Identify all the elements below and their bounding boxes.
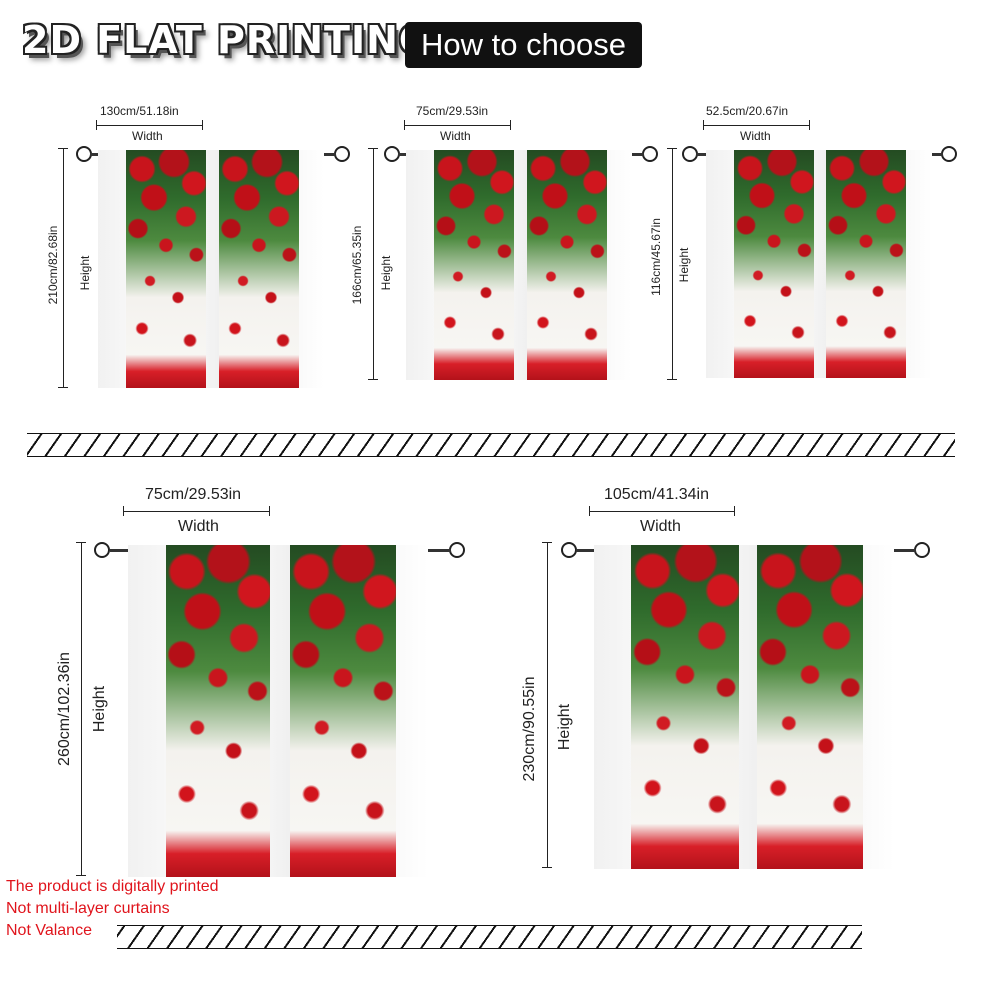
width-label: Width xyxy=(178,518,219,535)
curtain-panel-right xyxy=(826,150,906,378)
height-label: Height xyxy=(91,685,108,733)
curtain-panel-left xyxy=(434,150,514,380)
curtain-panel-right xyxy=(290,545,396,877)
grommet-ring-right xyxy=(334,146,350,162)
curtain-panel-left xyxy=(126,150,206,388)
width-value: 75cm/29.53in xyxy=(416,104,489,118)
width-dimension-line xyxy=(123,506,270,516)
width-value: 105cm/41.34in xyxy=(604,486,709,503)
width-label: Width xyxy=(740,129,771,143)
note-digitally-printed: The product is digitally printed xyxy=(6,878,219,895)
width-dimension-line xyxy=(404,120,511,130)
width-label: Width xyxy=(132,129,163,143)
height-value: 166cm/65.35in xyxy=(350,225,364,305)
grommet-ring-right xyxy=(642,146,658,162)
section-divider-bottom xyxy=(117,925,862,949)
width-value: 75cm/29.53in xyxy=(145,486,242,503)
height-label: Height xyxy=(78,255,92,291)
height-value: 260cm/102.36in xyxy=(56,652,73,766)
section-divider-top xyxy=(27,433,955,457)
curtain-panel-right xyxy=(527,150,607,380)
width-value: 130cm/51.18in xyxy=(100,104,179,118)
note-not-valance: Not Valance xyxy=(6,922,92,939)
width-label: Width xyxy=(640,518,681,535)
note-not-multi-layer: Not multi-layer curtains xyxy=(6,900,170,917)
height-label: Height xyxy=(379,255,393,291)
curtain-panel-left xyxy=(734,150,814,378)
width-label: Width xyxy=(440,129,471,143)
grommet-ring-left xyxy=(94,542,110,558)
curtain-panel-right xyxy=(757,545,863,869)
title-2d-flat-printing: 2D FLAT PRINTING xyxy=(22,18,432,62)
height-label: Height xyxy=(556,703,573,751)
height-value: 116cm/45.67in xyxy=(649,218,663,296)
grommet-ring-left xyxy=(561,542,577,558)
height-dimension-line xyxy=(76,542,86,876)
width-dimension-line xyxy=(703,120,810,130)
curtain-panel-right xyxy=(219,150,299,388)
width-dimension-line xyxy=(589,506,735,516)
height-dimension-line xyxy=(58,148,68,388)
height-value: 230cm/90.55in xyxy=(521,676,538,782)
height-dimension-line xyxy=(542,542,552,868)
width-dimension-line xyxy=(96,120,203,130)
height-dimension-line xyxy=(667,148,677,380)
width-value: 52.5cm/20.67in xyxy=(706,104,789,118)
curtain-panel-left xyxy=(631,545,739,869)
grommet-ring-right xyxy=(941,146,957,162)
how-to-choose-badge: How to choose xyxy=(405,22,642,68)
curtain-panel-left xyxy=(166,545,270,877)
grommet-ring-right xyxy=(914,542,930,558)
height-dimension-line xyxy=(368,148,378,380)
height-value: 210cm/82.68in xyxy=(46,225,60,305)
grommet-ring-right xyxy=(449,542,465,558)
product-notes: The product is digitally printed Not mul… xyxy=(6,876,219,942)
height-label: Height xyxy=(677,247,691,283)
